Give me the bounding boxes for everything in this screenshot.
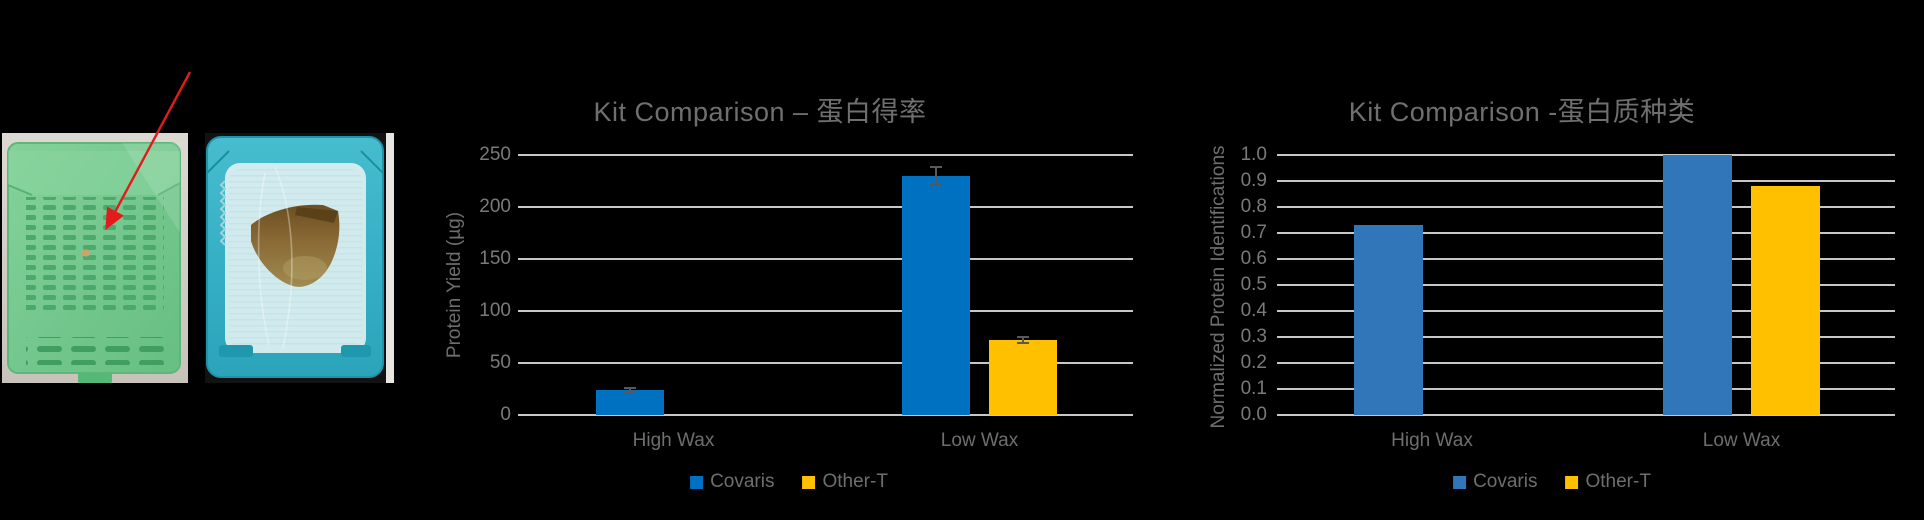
error-bar-covaris-high-wax-cap-bottom — [623, 391, 636, 394]
error-bar-other-t-low-wax-cap-bottom — [1017, 342, 1030, 345]
y-tick-label: 50 — [489, 352, 511, 373]
gridline — [518, 362, 1133, 364]
y-tick-label: 200 — [479, 196, 511, 217]
gridline — [1277, 336, 1895, 338]
gridline — [518, 154, 1133, 156]
gridline — [1277, 388, 1895, 390]
y-axis-title-protein-ids: Normalized Protein Identifications — [1208, 145, 1229, 429]
gridline — [518, 258, 1133, 260]
error-bar-other-t-low-wax-cap-top — [1017, 336, 1030, 338]
legend-swatch-other-t — [802, 475, 816, 489]
blue-cassette-image — [205, 133, 394, 383]
legend-label-covaris: Covaris — [710, 471, 775, 492]
cassette-tab — [78, 373, 112, 383]
bar-covaris-low-wax — [901, 175, 970, 415]
y-tick-label: 0 — [500, 404, 511, 425]
lid-facets — [206, 150, 384, 174]
legend-item-covaris: Covaris — [690, 471, 774, 493]
error-bar-covaris-low-wax-cap-bottom — [929, 183, 942, 186]
tissue-sample — [251, 204, 340, 287]
y-tick-label: 0.5 — [1240, 274, 1267, 295]
lower-slots — [26, 337, 164, 365]
legend-swatch-covaris — [1453, 475, 1467, 489]
legend-label-other-t: Other-T — [822, 471, 888, 492]
gridline — [1277, 154, 1895, 156]
legend-swatch-covaris — [690, 475, 704, 489]
x-axis-label-high-wax: High Wax — [632, 430, 715, 451]
error-bar-covaris-high-wax-cap-top — [623, 386, 636, 389]
bar-covaris-high-wax — [1353, 225, 1423, 415]
chart-title-protein-ids: Kit Comparison -蛋白质种类 — [1348, 97, 1696, 127]
chart-title-protein-yield: Kit Comparison – 蛋白得率 — [593, 97, 927, 127]
y-tick-label: 250 — [479, 144, 511, 165]
gridline — [1277, 414, 1895, 416]
blue-cassette-photo — [205, 133, 394, 383]
legend-label-other-t: Other-T — [1585, 471, 1651, 492]
y-tick-label: 100 — [479, 300, 511, 321]
y-tick-label: 1.0 — [1240, 144, 1267, 165]
y-tick-label: 0.6 — [1240, 248, 1267, 269]
y-tick-label: 0.0 — [1240, 404, 1267, 425]
x-axis-label-high-wax: High Wax — [1391, 430, 1473, 451]
y-tick-label: 0.8 — [1240, 196, 1267, 217]
y-tick-label: 0.4 — [1240, 300, 1267, 321]
legend-label-covaris: Covaris — [1473, 471, 1538, 492]
bar-other-t-low-wax — [989, 340, 1058, 415]
gridline — [518, 206, 1133, 208]
tissue-light-area — [283, 256, 327, 280]
legend-protein-ids: Covaris Other-T — [1453, 471, 1651, 493]
gridline — [1277, 206, 1895, 208]
gridline — [518, 310, 1133, 312]
error-bar-covaris-high-wax — [628, 387, 631, 393]
y-tick-label: 0.7 — [1240, 222, 1267, 243]
x-axis-label-low-wax: Low Wax — [1702, 430, 1781, 451]
y-tick-label: 150 — [479, 248, 511, 269]
gridline — [1277, 232, 1895, 234]
tissue-dark-edge — [295, 207, 338, 223]
error-bar-covaris-low-wax-cap-top — [929, 166, 942, 169]
y-tick-label: 0.3 — [1240, 326, 1267, 347]
error-bar-covaris-low-wax — [934, 167, 937, 185]
legend-item-covaris: Covaris — [1453, 471, 1537, 493]
photo-edge — [386, 133, 394, 383]
gridline — [518, 414, 1133, 416]
gridline — [1277, 258, 1895, 260]
tissue-speck — [81, 249, 91, 257]
error-bar-other-t-low-wax — [1022, 337, 1025, 344]
serrated-edge — [219, 180, 227, 246]
wax-creases — [257, 166, 293, 349]
legend-item-other-t: Other-T — [802, 471, 888, 493]
legend-item-other-t: Other-T — [1565, 471, 1651, 493]
legend-swatch-other-t — [1565, 475, 1579, 489]
bar-covaris-low-wax — [1663, 155, 1732, 415]
y-tick-label: 0.1 — [1240, 378, 1267, 399]
legend-protein-yield: Covaris Other-T — [690, 471, 888, 493]
bottom-recess-left — [219, 345, 253, 357]
bottom-recess-right — [341, 345, 371, 357]
y-tick-label: 0.9 — [1240, 170, 1267, 191]
y-tick-label: 0.2 — [1240, 352, 1267, 373]
gridline — [1277, 310, 1895, 312]
gridline — [1277, 180, 1895, 182]
gridline — [1277, 284, 1895, 286]
bar-other-t-low-wax — [1751, 186, 1820, 415]
x-axis-label-low-wax: Low Wax — [940, 430, 1019, 451]
gridline — [1277, 362, 1895, 364]
bar-covaris-high-wax — [595, 390, 664, 415]
